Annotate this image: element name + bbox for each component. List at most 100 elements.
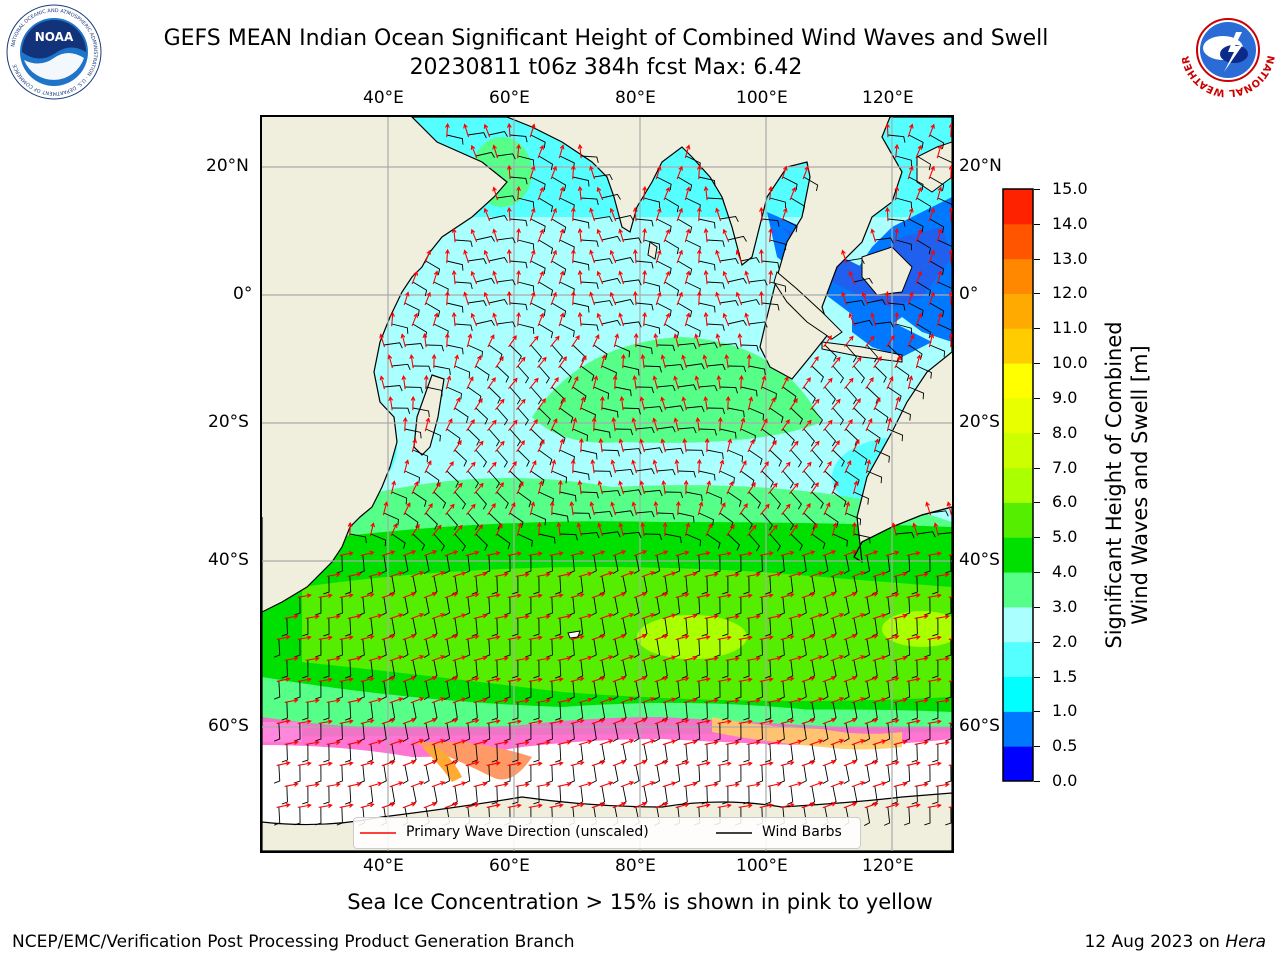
wave-direction-arrow — [725, 614, 740, 620]
wind-barb — [769, 449, 783, 467]
wave-direction-arrow — [305, 782, 320, 788]
wave-direction-arrow — [452, 697, 467, 704]
wind-barb — [714, 638, 721, 658]
wave-direction-arrow — [767, 613, 782, 620]
wind-barb — [302, 785, 309, 805]
wind-barb — [568, 680, 575, 700]
wave-direction-arrow — [788, 571, 803, 578]
wave-direction-arrow — [886, 417, 893, 432]
wind-barb — [491, 743, 498, 763]
wave-direction-arrow — [830, 655, 845, 662]
wave-direction-arrow — [368, 613, 383, 620]
wave-direction-arrow — [841, 291, 848, 306]
wind-barb — [612, 764, 619, 785]
wind-barb — [822, 722, 829, 743]
wave-direction-arrow — [851, 655, 866, 662]
wave-direction-arrow — [598, 437, 604, 453]
wave-direction-arrow — [276, 761, 291, 767]
wave-direction-arrow — [746, 353, 752, 369]
wind-barb — [559, 491, 577, 502]
wind-barb — [874, 321, 894, 328]
wind-barb — [323, 617, 330, 637]
wind-barb — [800, 680, 807, 700]
wave-direction-arrow — [703, 185, 709, 201]
wind-barb — [538, 239, 554, 255]
wave-direction-arrow — [655, 291, 662, 306]
wind-barb — [853, 407, 866, 425]
colorbar-tick — [1034, 676, 1040, 678]
wave-direction-arrow — [557, 782, 572, 788]
wind-barb — [517, 155, 535, 166]
wind-barb — [274, 680, 281, 700]
wave-direction-arrow — [948, 164, 952, 180]
wind-barb — [525, 680, 532, 700]
wave-direction-arrow — [746, 656, 761, 662]
wind-barb — [832, 407, 844, 426]
wave-direction-arrow — [424, 249, 431, 264]
wind-barb — [874, 449, 890, 463]
wind-barb — [706, 323, 725, 331]
wind-barb — [533, 785, 540, 805]
wave-direction-arrow — [411, 438, 418, 453]
wind-barb — [612, 722, 619, 743]
wave-direction-arrow — [609, 249, 617, 264]
wave-direction-arrow — [704, 572, 719, 577]
wave-direction-arrow — [549, 593, 564, 598]
x-tick-label: 80°E — [615, 856, 656, 876]
wind-barb — [336, 722, 343, 742]
wave-direction-arrow — [549, 635, 564, 640]
wave-direction-arrow — [632, 290, 638, 306]
wave-direction-arrow — [423, 718, 438, 725]
wave-direction-arrow — [549, 500, 555, 516]
wave-direction-arrow — [725, 782, 740, 788]
wind-barb — [735, 596, 742, 616]
wind-barb — [790, 407, 804, 425]
wind-barb — [916, 239, 932, 255]
wave-direction-arrow — [403, 502, 411, 516]
wind-barb — [274, 722, 281, 742]
wave-direction-arrow — [537, 398, 546, 411]
colorbar-tick — [1034, 189, 1040, 190]
wind-barb — [832, 533, 848, 547]
wind-barb — [451, 575, 458, 595]
wave-direction-arrow — [633, 634, 648, 641]
wind-barb — [635, 468, 655, 475]
wind-barb — [743, 575, 750, 595]
wind-barb — [706, 363, 726, 371]
wave-direction-arrow — [516, 398, 526, 411]
wave-direction-arrow — [360, 760, 375, 767]
wave-direction-arrow — [403, 459, 410, 474]
wind-barb — [735, 554, 742, 574]
wave-direction-arrow — [368, 781, 383, 788]
wind-barb — [748, 533, 760, 552]
wind-barb — [389, 575, 396, 595]
wave-direction-arrow — [620, 697, 635, 704]
wind-barb — [698, 428, 717, 436]
wind-barb — [551, 176, 567, 192]
wave-direction-arrow — [570, 634, 585, 641]
wave-direction-arrow — [389, 781, 404, 788]
wind-barb — [903, 554, 911, 574]
wind-barb — [488, 428, 500, 447]
wind-barb — [593, 174, 613, 181]
wind-barb — [491, 617, 498, 637]
wave-direction-arrow — [444, 760, 459, 767]
wave-direction-arrow — [673, 417, 679, 432]
wind-barb — [345, 701, 352, 721]
wind-barb — [740, 257, 760, 264]
wave-direction-arrow — [515, 572, 530, 578]
wave-direction-arrow — [681, 354, 688, 369]
wind-barb — [633, 680, 640, 701]
wave-direction-arrow — [466, 419, 475, 432]
wind-barb — [370, 533, 387, 547]
wind-barb — [380, 638, 387, 658]
wind-barb — [790, 533, 803, 551]
colorbar-segment — [1003, 606, 1033, 643]
wave-direction-arrow — [297, 719, 312, 725]
wave-direction-arrow — [424, 291, 431, 306]
wind-barb — [929, 344, 946, 358]
wave-direction-arrow — [589, 249, 596, 264]
wind-barb — [864, 764, 871, 784]
wind-barb — [577, 659, 584, 679]
wave-direction-arrow — [589, 165, 596, 180]
